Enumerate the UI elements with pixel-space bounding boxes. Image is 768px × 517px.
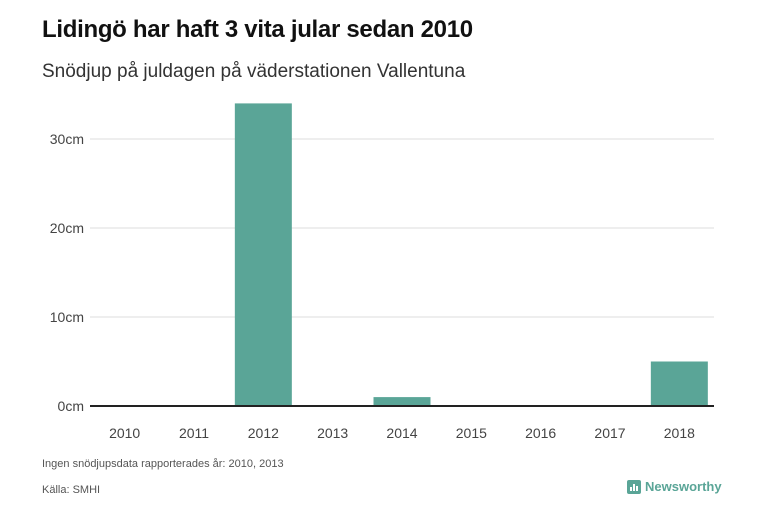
y-tick-label: 30cm <box>50 131 84 147</box>
bar-2014[interactable] <box>373 397 431 406</box>
missing-data-note: Ingen snödjupsdata rapporterades år: 201… <box>42 458 284 470</box>
gridlines <box>90 138 714 318</box>
bar-2018[interactable] <box>650 361 708 407</box>
x-tick-label: 2010 <box>109 425 140 441</box>
x-tick-label: 2016 <box>525 425 556 441</box>
y-tick-label: 0cm <box>58 398 84 414</box>
chart-title: Lidingö har haft 3 vita jular sedan 2010 <box>42 16 473 43</box>
bar-chart-logo-icon <box>627 479 641 494</box>
x-tick-label: 2018 <box>664 425 695 441</box>
x-tick-label: 2017 <box>594 425 625 441</box>
source-label: Källa: SMHI <box>42 484 101 496</box>
x-tick-label: 2012 <box>248 425 279 441</box>
x-tick-label: 2014 <box>386 425 417 441</box>
bars <box>234 103 708 407</box>
y-tick-labels: 0cm 10cm 20cm 30cm <box>50 131 84 414</box>
x-tick-label: 2011 <box>179 425 209 441</box>
bar-2012[interactable] <box>234 103 292 407</box>
newsworthy-logo[interactable]: Newsworthy <box>627 479 722 494</box>
x-tick-label: 2015 <box>456 425 487 441</box>
bar-chart: 0cm 10cm 20cm 30cm 2010 2011 2012 2013 2014 2015… <box>50 103 714 441</box>
y-tick-label: 20cm <box>50 220 84 236</box>
brand-name: Newsworthy <box>645 479 722 494</box>
chart-subtitle: Snödjup på juldagen på väderstationen Va… <box>42 61 466 82</box>
x-tick-labels: 2010 2011 2012 2013 2014 2015 2016 2017 2018 <box>109 425 695 441</box>
y-tick-label: 10cm <box>50 309 84 325</box>
x-tick-label: 2013 <box>317 425 348 441</box>
